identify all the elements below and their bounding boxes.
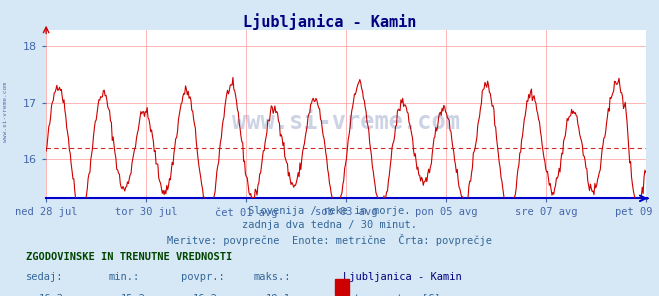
Text: Meritve: povprečne  Enote: metrične  Črta: povprečje: Meritve: povprečne Enote: metrične Črta:… (167, 234, 492, 246)
Text: temperatura[C]: temperatura[C] (353, 294, 441, 296)
Text: www.si-vreme.com: www.si-vreme.com (3, 83, 9, 142)
Text: 18,1: 18,1 (266, 294, 291, 296)
Text: 16,3: 16,3 (38, 294, 63, 296)
Text: povpr.:: povpr.: (181, 272, 225, 282)
Text: Slovenija / reke in morje.: Slovenija / reke in morje. (248, 206, 411, 216)
Text: sedaj:: sedaj: (26, 272, 64, 282)
Text: 15,2: 15,2 (121, 294, 146, 296)
Text: zadnja dva tedna / 30 minut.: zadnja dva tedna / 30 minut. (242, 220, 417, 230)
Text: min.:: min.: (109, 272, 140, 282)
Text: maks.:: maks.: (254, 272, 291, 282)
Text: Ljubljanica - Kamin: Ljubljanica - Kamin (243, 13, 416, 30)
Text: 16,2: 16,2 (193, 294, 218, 296)
Text: Ljubljanica - Kamin: Ljubljanica - Kamin (343, 272, 461, 282)
Text: www.si-vreme.com: www.si-vreme.com (232, 110, 460, 134)
Text: ZGODOVINSKE IN TRENUTNE VREDNOSTI: ZGODOVINSKE IN TRENUTNE VREDNOSTI (26, 252, 233, 262)
